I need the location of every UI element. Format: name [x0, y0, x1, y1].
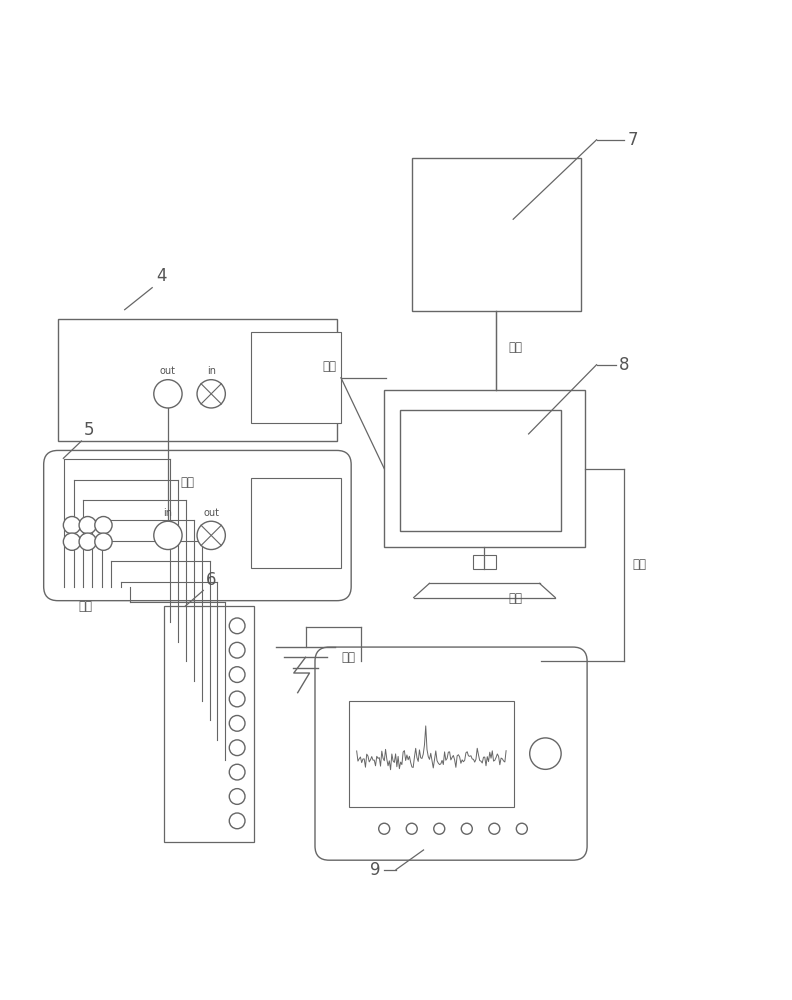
Circle shape [379, 823, 390, 834]
Circle shape [229, 642, 245, 658]
Circle shape [516, 823, 527, 834]
Circle shape [63, 533, 81, 550]
Circle shape [229, 764, 245, 780]
Text: 4: 4 [156, 267, 166, 285]
Circle shape [229, 813, 245, 829]
Circle shape [434, 823, 445, 834]
Bar [250, 332, 341, 423]
Circle shape [229, 789, 245, 804]
Text: in: in [163, 508, 173, 518]
Text: 5: 5 [84, 421, 94, 439]
Circle shape [154, 521, 182, 550]
Text: 8: 8 [619, 356, 629, 374]
Circle shape [229, 667, 245, 682]
Text: 天线: 天线 [341, 651, 355, 664]
Circle shape [229, 691, 245, 707]
Text: 9: 9 [370, 861, 380, 879]
Circle shape [229, 715, 245, 731]
FancyBboxPatch shape [315, 647, 587, 860]
Text: 6: 6 [206, 571, 216, 589]
Bar [412, 158, 581, 311]
Bar [250, 478, 341, 568]
Text: out: out [160, 366, 176, 376]
Circle shape [79, 533, 97, 550]
Circle shape [489, 823, 500, 834]
Bar [58, 319, 337, 441]
Circle shape [530, 738, 562, 769]
Circle shape [461, 823, 472, 834]
Text: 网线: 网线 [632, 558, 646, 571]
Text: out: out [204, 508, 219, 518]
Circle shape [79, 517, 97, 534]
Circle shape [229, 740, 245, 756]
Bar [473, 555, 497, 569]
Circle shape [229, 618, 245, 634]
Circle shape [154, 380, 182, 408]
Circle shape [197, 521, 226, 550]
Text: in: in [207, 366, 215, 376]
Text: 7: 7 [628, 131, 638, 149]
Circle shape [63, 517, 81, 534]
Text: 电缆: 电缆 [181, 476, 195, 489]
Bar [384, 390, 584, 547]
Bar [164, 606, 254, 842]
Text: 网线: 网线 [322, 360, 336, 373]
Text: 网线: 网线 [508, 592, 522, 605]
Text: 网线: 网线 [508, 341, 522, 354]
Circle shape [406, 823, 417, 834]
Circle shape [197, 380, 226, 408]
Circle shape [95, 533, 112, 550]
FancyBboxPatch shape [44, 450, 351, 601]
Bar [348, 701, 514, 807]
Circle shape [95, 517, 112, 534]
Text: 电缆: 电缆 [78, 600, 93, 613]
Bar [400, 410, 562, 531]
